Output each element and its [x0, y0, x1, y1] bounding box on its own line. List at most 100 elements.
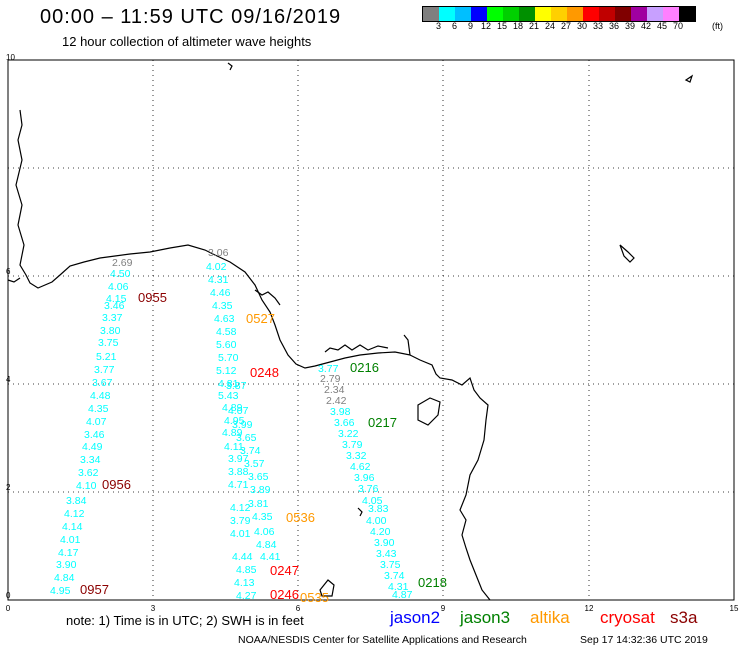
wave-height-label: 4.62	[350, 461, 371, 473]
wave-height-label: 3.43	[376, 548, 397, 560]
wave-height-label: 3.75	[380, 559, 401, 571]
wave-height-label: 4.84	[54, 572, 75, 584]
scale-label: 70	[673, 21, 684, 31]
wave-height-label: 3.67	[92, 377, 113, 389]
wave-height-label: 3.99	[232, 419, 253, 431]
wave-height-label: 5.60	[216, 339, 237, 351]
x-tick-label: 12	[585, 604, 594, 613]
pass-time-label: 0217	[368, 415, 397, 430]
x-tick-label: 0	[6, 604, 11, 613]
scale-label: 9	[468, 21, 474, 31]
map-title: 00:00 – 11:59 UTC 09/16/2019	[40, 6, 342, 28]
scale-swatch	[503, 7, 519, 21]
scale-label: 3	[436, 21, 442, 31]
wave-height-label: 4.58	[216, 326, 237, 338]
scale-swatch	[631, 7, 647, 21]
wave-height-label: 2.69	[112, 257, 133, 269]
legend-jason2: jason2	[390, 608, 441, 627]
scale-swatch	[439, 7, 455, 21]
wave-height-label: 3.79	[342, 439, 363, 451]
wave-height-label: 4.14	[62, 521, 83, 533]
scale-swatch	[615, 7, 631, 21]
wave-height-label: 3.57	[244, 458, 265, 470]
scale-swatch	[551, 7, 567, 21]
scale-swatch	[535, 7, 551, 21]
x-tick-label: 15	[730, 604, 739, 613]
wave-height-label: 4.20	[370, 526, 391, 538]
pass-time-label: 0957	[80, 582, 109, 597]
pass-time-label: 0247	[270, 563, 299, 578]
scale-swatch	[423, 7, 439, 21]
scale-label: 24	[545, 21, 556, 31]
wave-height-label: 3.98	[330, 406, 351, 418]
wave-height-label: 3.74	[240, 445, 261, 457]
wave-height-label: 3.65	[236, 432, 257, 444]
scale-label: 18	[513, 21, 524, 31]
wave-height-label: 3.88	[228, 466, 249, 478]
scale-label: 6	[452, 21, 458, 31]
wave-height-label: 4.44	[232, 551, 253, 563]
wave-height-label: 5.12	[216, 365, 237, 377]
wave-height-label: 4.11	[224, 441, 244, 453]
wave-height-label: 3.90	[56, 559, 77, 571]
wave-height-label: 3.66	[334, 417, 355, 429]
wave-height-label: 4.13	[234, 577, 255, 589]
scale-swatch	[519, 7, 535, 21]
scale-swatch	[583, 7, 599, 21]
wave-height-label: 4.07	[86, 416, 107, 428]
wave-height-label: 5.21	[96, 351, 117, 363]
scale-label: 33	[593, 21, 604, 31]
wave-height-label: 3.46	[104, 300, 125, 312]
x-tick-label: 9	[441, 604, 446, 613]
wave-height-label: 4.15	[106, 293, 127, 305]
wave-height-label: 4.35	[212, 300, 233, 312]
wave-height-label: 3.34	[80, 454, 101, 466]
wave-height-label: 3.87	[226, 380, 247, 392]
wave-height-label: 3.84	[66, 495, 87, 507]
wave-height-label: 4.12	[230, 502, 251, 514]
wave-height-label: 3.46	[84, 429, 105, 441]
wave-height-label: 4.35	[252, 511, 273, 523]
wave-height-label: 4.95	[50, 585, 71, 597]
wave-height-label: 4.95	[224, 415, 245, 427]
scale-label: 30	[577, 21, 588, 31]
x-tick-label: 3	[151, 604, 156, 613]
x-tick-label: 6	[296, 604, 301, 613]
wave-height-label: 4.50	[110, 268, 131, 280]
y-tick-label: 4	[6, 375, 11, 384]
wave-height-label: 4.06	[254, 526, 275, 538]
wave-height-label: 3.62	[78, 467, 99, 479]
scale-swatch	[647, 7, 663, 21]
wave-height-label: 5.70	[218, 352, 239, 364]
wave-height-label: 4.01	[60, 534, 81, 546]
wave-height-label: 3.90	[374, 537, 395, 549]
wave-height-label: 3.65	[248, 471, 269, 483]
wave-height-label: 4.49	[82, 441, 103, 453]
wave-height-label: 3.77	[94, 364, 115, 376]
wave-height-label: 3.97	[228, 453, 249, 465]
pass-time-label: 0527	[246, 311, 275, 326]
pass-time-label: 0248	[250, 365, 279, 380]
legend-cryosat: cryosat	[600, 608, 655, 627]
scale-unit: (ft)	[712, 21, 723, 31]
wave-height-label: 2.79	[320, 373, 341, 385]
wave-height-label: 3.75	[98, 337, 119, 349]
wave-height-label: 4.27	[236, 590, 257, 602]
wave-height-label: 3.79	[230, 515, 251, 527]
wave-height-label: 2.42	[326, 395, 347, 407]
wave-height-label: 4.81	[218, 378, 239, 390]
scale-swatch	[487, 7, 503, 21]
wave-height-label: 3.22	[338, 428, 359, 440]
pass-time-label: 0216	[350, 360, 379, 375]
scale-label: 36	[609, 21, 620, 31]
credit-text: NOAA/NESDIS Center for Satellite Applica…	[238, 634, 527, 646]
wave-height-label: 3.80	[100, 325, 121, 337]
y-tick-label: 0	[6, 591, 11, 600]
wave-height-label: 4.31	[208, 274, 229, 286]
scale-label: 12	[481, 21, 492, 31]
wave-height-label: 3.77	[318, 363, 339, 375]
wave-height-label: 4.10	[76, 480, 97, 492]
legend-altika: altika	[530, 608, 570, 627]
wave-height-label: 4.00	[366, 515, 387, 527]
